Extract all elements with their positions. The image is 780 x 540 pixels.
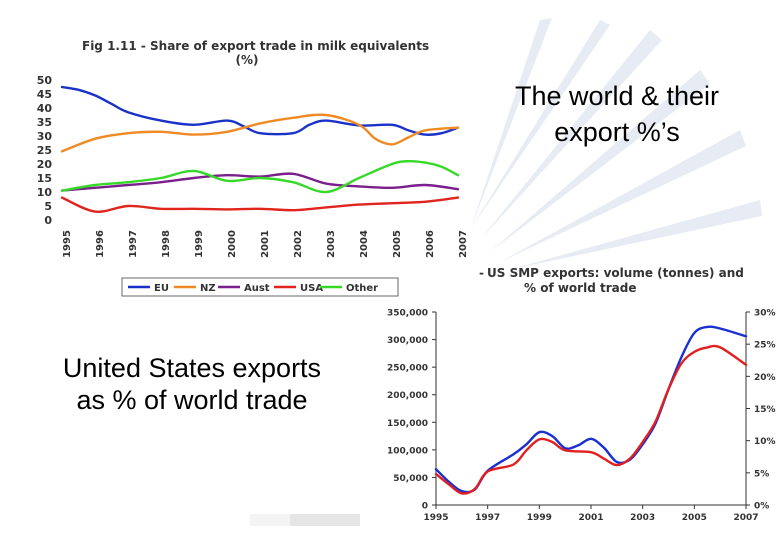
chart1-ytick-label: 10 bbox=[37, 186, 53, 199]
chart2-right-tick-label: 0% bbox=[754, 502, 769, 512]
chart1-series-usa-line bbox=[60, 196, 460, 213]
chart1-ytick-label: 25 bbox=[37, 144, 52, 157]
chart1-xtick-label: 2002 bbox=[293, 230, 304, 258]
chart2-right-tick-label: 10% bbox=[754, 437, 776, 447]
world-export-heading: The world & their export %’s bbox=[478, 78, 756, 150]
chart2-xtick-label: 1999 bbox=[527, 513, 552, 523]
chart2-right-tick-label: 5% bbox=[754, 469, 769, 479]
caption-line-1: United States exports bbox=[62, 353, 322, 383]
share-of-export-chart: Fig 1.11 - Share of export trade in milk… bbox=[37, 39, 469, 297]
chart1-legend-label: EU bbox=[154, 283, 169, 294]
chart1-xtick-label: 2006 bbox=[425, 230, 436, 258]
chart1-ytick-label: 5 bbox=[44, 200, 52, 213]
chart1-legend: EU NZ Aust USA Other bbox=[121, 277, 399, 297]
chart2-xtick-label: 2001 bbox=[578, 513, 603, 523]
chart1-subtitle: (%) bbox=[236, 53, 259, 67]
chart1-xtick-label: 1999 bbox=[194, 230, 205, 258]
chart1-ytick-label: 40 bbox=[37, 102, 53, 115]
chart2-subtitle: % of world trade bbox=[524, 281, 636, 295]
chart2-xtick-label: 2005 bbox=[682, 513, 707, 523]
chart1-xtick-label: 2005 bbox=[392, 230, 403, 258]
chart2-xtick-label: 2003 bbox=[630, 513, 655, 523]
chart1-legend-label: Other bbox=[346, 283, 378, 294]
chart1-series-eu-line bbox=[60, 85, 460, 136]
chart1-series-aust-line bbox=[60, 172, 460, 192]
chart1-ytick-label: 35 bbox=[37, 116, 52, 129]
chart2-volume-line bbox=[434, 325, 748, 494]
chart1-title: Fig 1.11 - Share of export trade in milk… bbox=[82, 39, 429, 53]
chart2-left-tick-label: 300,000 bbox=[387, 336, 428, 346]
chart1-xtick-label: 2007 bbox=[458, 230, 469, 258]
chart1-xtick-label: 1998 bbox=[161, 230, 172, 258]
caption-line-2: as % of world trade bbox=[76, 385, 308, 415]
chart1-series-nz-line bbox=[60, 113, 460, 153]
chart1-xtick-label: 1996 bbox=[95, 230, 106, 258]
chart2-left-tick-label: 0 bbox=[422, 502, 428, 512]
chart1-ytick-label: 50 bbox=[37, 74, 53, 87]
chart2-left-tick-label: 350,000 bbox=[387, 309, 428, 319]
chart1-legend-label: NZ bbox=[200, 283, 216, 294]
chart2-xtick-label: 1997 bbox=[475, 513, 500, 523]
chart2-left-tick-label: 50,000 bbox=[393, 474, 428, 484]
chart2-right-tick-label: 30% bbox=[754, 309, 776, 319]
chart2-right-tick-label: 15% bbox=[754, 405, 776, 415]
us-exports-caption: United States exports as % of world trad… bbox=[22, 352, 362, 416]
chart2-left-tick-label: 150,000 bbox=[387, 419, 428, 429]
heading-line-2: export %’s bbox=[554, 117, 680, 147]
chart2-left-tick-label: 200,000 bbox=[387, 391, 428, 401]
chart1-series-other-line bbox=[60, 159, 460, 194]
chart1-ytick-label: 15 bbox=[37, 172, 52, 185]
chart2-left-tick-label: 100,000 bbox=[387, 446, 428, 456]
chart1-legend-label: USA bbox=[300, 283, 323, 294]
chart1-ytick-label: 45 bbox=[37, 88, 52, 101]
chart1-ytick-label: 30 bbox=[37, 130, 53, 143]
heading-line-1: The world & their bbox=[514, 81, 720, 111]
chart1-xtick-label: 2003 bbox=[326, 230, 337, 258]
chart1-xtick-label: 2001 bbox=[260, 230, 271, 258]
chart1-xtick-label: 2000 bbox=[227, 230, 238, 258]
chart1-xtick-label: 2004 bbox=[359, 230, 370, 258]
chart2-right-tick-label: 25% bbox=[754, 341, 776, 351]
chart1-legend-label: Aust bbox=[244, 283, 270, 294]
chart2-left-tick-label: 250,000 bbox=[387, 364, 428, 374]
chart2-xtick-label: 2007 bbox=[733, 513, 758, 523]
chart1-ytick-label: 0 bbox=[44, 214, 52, 227]
us-smp-exports-chart: - US SMP exports: volume (tonnes) and % … bbox=[387, 266, 776, 523]
chart1-ytick-label: 20 bbox=[37, 158, 53, 171]
chart1-xtick-label: 1997 bbox=[128, 230, 139, 258]
chart1-xtick-label: 1995 bbox=[62, 230, 73, 258]
chart2-share-line bbox=[434, 344, 748, 495]
chart2-xtick-label: 1995 bbox=[423, 513, 448, 523]
chart2-title-marker: - bbox=[479, 266, 484, 280]
chart2-title: US SMP exports: volume (tonnes) and bbox=[487, 266, 744, 280]
chart2-right-tick-label: 20% bbox=[754, 373, 776, 383]
